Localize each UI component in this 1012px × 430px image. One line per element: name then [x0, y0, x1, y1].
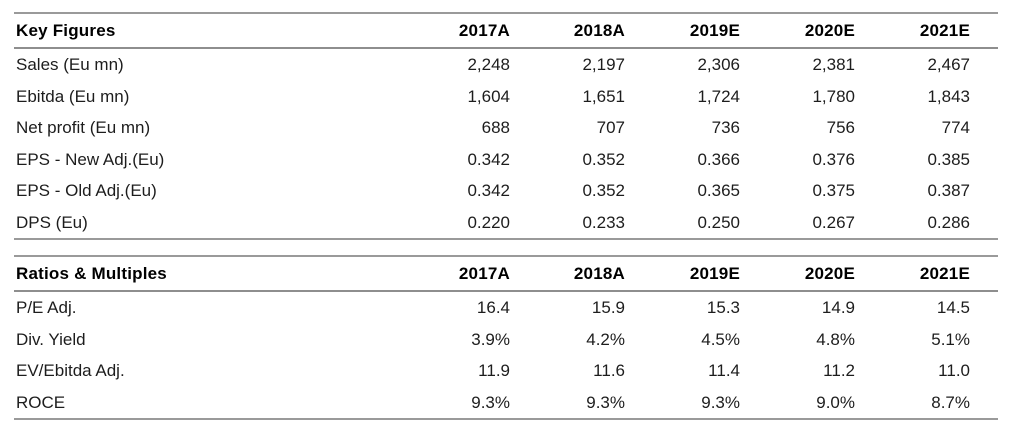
row-label: ROCE [16, 392, 66, 412]
cell-value: 774 [941, 118, 970, 138]
cell-value: 736 [711, 118, 740, 138]
table-row: ROCE 9.3% 9.3% 9.3% 9.0% 8.7% [14, 387, 998, 419]
table-row: P/E Adj. 16.4 15.9 15.3 14.9 14.5 [14, 292, 998, 324]
table-title: Key Figures [16, 21, 116, 40]
cell-value: 1,724 [697, 86, 740, 106]
table-row: Sales (Eu mn) 2,248 2,197 2,306 2,381 2,… [14, 49, 998, 81]
cell-value: 15.9 [591, 298, 625, 318]
cell-value: 2,197 [582, 55, 625, 75]
cell-value: 688 [481, 118, 510, 138]
column-header-2017a: 2017A [458, 21, 510, 40]
cell-value: 11.0 [938, 361, 970, 381]
column-header-2020e: 2020E [804, 21, 855, 40]
row-label: EPS - Old Adj.(Eu) [16, 181, 157, 201]
cell-value: 2,306 [697, 55, 740, 75]
cell-value: 0.366 [697, 149, 740, 169]
cell-value: 0.376 [812, 149, 855, 169]
table-title: Ratios & Multiples [16, 264, 167, 283]
cell-value: 0.233 [582, 212, 625, 232]
cell-value: 0.342 [467, 181, 510, 201]
cell-value: 1,780 [812, 86, 855, 106]
cell-value: 0.352 [582, 181, 625, 201]
cell-value: 0.250 [697, 212, 740, 232]
column-header-2021e: 2021E [919, 264, 970, 283]
cell-value: 0.387 [927, 181, 970, 201]
cell-value: 0.220 [467, 212, 510, 232]
cell-value: 16.4 [476, 298, 510, 318]
cell-value: 2,248 [467, 55, 510, 75]
row-label: Net profit (Eu mn) [16, 118, 151, 138]
cell-value: 0.375 [812, 181, 855, 201]
financial-summary: Key Figures 2017A 2018A 2019E 2020E 2021… [14, 12, 998, 420]
table-row: Ebitda (Eu mn) 1,604 1,651 1,724 1,780 1… [14, 81, 998, 113]
cell-value: 11.6 [593, 361, 625, 381]
cell-value: 0.385 [927, 149, 970, 169]
cell-value: 9.3% [586, 392, 625, 412]
cell-value: 2,467 [927, 55, 970, 75]
cell-value: 3.9% [471, 329, 510, 349]
table-header-row: Ratios & Multiples 2017A 2018A 2019E 202… [14, 255, 998, 292]
row-label: Div. Yield [16, 329, 86, 349]
cell-value: 756 [826, 118, 855, 138]
row-label: DPS (Eu) [16, 212, 88, 232]
column-header-2021e: 2021E [919, 21, 970, 40]
table-row: EPS - New Adj.(Eu) 0.342 0.352 0.366 0.3… [14, 144, 998, 176]
column-header-2018a: 2018A [573, 21, 625, 40]
table-row: Net profit (Eu mn) 688 707 736 756 774 [14, 112, 998, 144]
row-label: EV/Ebitda Adj. [16, 361, 125, 381]
column-header-2020e: 2020E [804, 264, 855, 283]
ratios-multiples-table: Ratios & Multiples 2017A 2018A 2019E 202… [14, 255, 998, 420]
cell-value: 0.352 [582, 149, 625, 169]
cell-value: 15.3 [706, 298, 740, 318]
row-label: P/E Adj. [16, 298, 77, 318]
cell-value: 0.342 [467, 149, 510, 169]
row-label: EPS - New Adj.(Eu) [16, 149, 165, 169]
table-row: DPS (Eu) 0.220 0.233 0.250 0.267 0.286 [14, 207, 998, 239]
column-header-2018a: 2018A [573, 264, 625, 283]
cell-value: 1,604 [467, 86, 510, 106]
cell-value: 4.5% [701, 329, 740, 349]
cell-value: 5.1% [931, 329, 970, 349]
row-label: Sales (Eu mn) [16, 55, 124, 75]
cell-value: 11.2 [823, 361, 855, 381]
cell-value: 9.3% [471, 392, 510, 412]
cell-value: 0.365 [697, 181, 740, 201]
key-figures-table: Key Figures 2017A 2018A 2019E 2020E 2021… [14, 12, 998, 240]
cell-value: 14.9 [821, 298, 855, 318]
table-row: EV/Ebitda Adj. 11.9 11.6 11.4 11.2 11.0 [14, 355, 998, 387]
cell-value: 1,651 [582, 86, 625, 106]
cell-value: 4.8% [816, 329, 855, 349]
table-row: EPS - Old Adj.(Eu) 0.342 0.352 0.365 0.3… [14, 175, 998, 207]
cell-value: 0.267 [812, 212, 855, 232]
cell-value: 2,381 [812, 55, 855, 75]
table-header-row: Key Figures 2017A 2018A 2019E 2020E 2021… [14, 12, 998, 49]
cell-value: 9.0% [816, 392, 855, 412]
column-header-2017a: 2017A [458, 264, 510, 283]
cell-value: 11.9 [478, 361, 510, 381]
cell-value: 8.7% [931, 392, 970, 412]
table-row: Div. Yield 3.9% 4.2% 4.5% 4.8% 5.1% [14, 324, 998, 356]
cell-value: 707 [596, 118, 625, 138]
row-label: Ebitda (Eu mn) [16, 86, 130, 106]
cell-value: 14.5 [936, 298, 970, 318]
column-header-2019e: 2019E [689, 21, 740, 40]
cell-value: 4.2% [586, 329, 625, 349]
cell-value: 1,843 [927, 86, 970, 106]
cell-value: 9.3% [701, 392, 740, 412]
column-header-2019e: 2019E [689, 264, 740, 283]
cell-value: 0.286 [927, 212, 970, 232]
cell-value: 11.4 [708, 361, 740, 381]
